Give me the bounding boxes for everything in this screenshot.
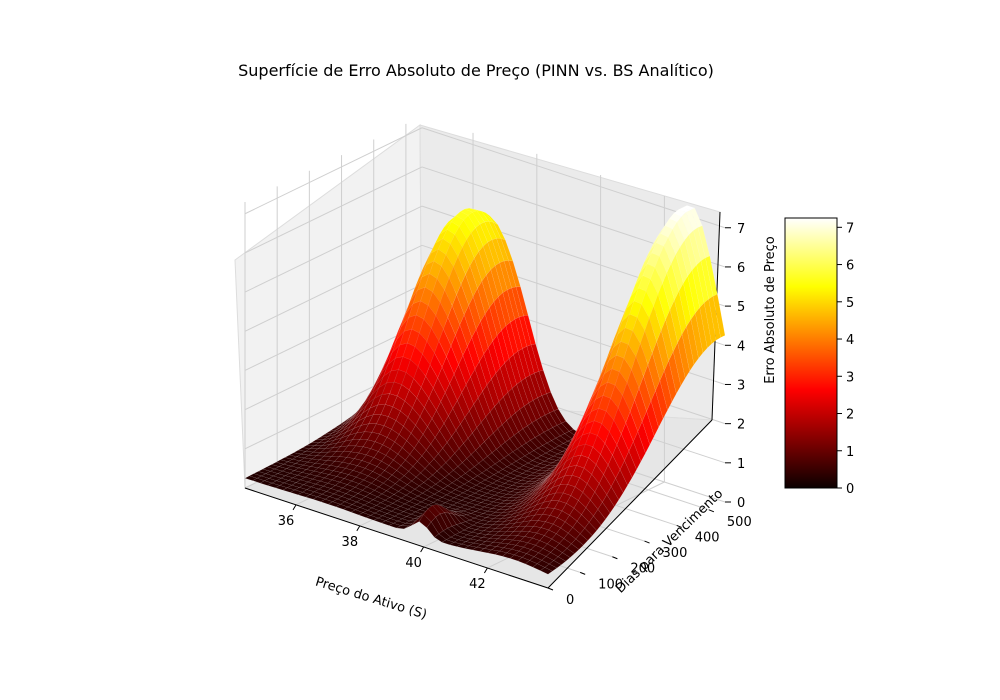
surface-cell (575, 533, 589, 546)
z-tick-label: 5 (737, 300, 745, 315)
y-tick-mark (579, 571, 586, 575)
grid-line-z (244, 205, 423, 293)
surface-cell (695, 307, 708, 354)
y-tick-label: 400 (695, 530, 720, 545)
surface-cell (637, 420, 651, 454)
y-tick-label: 300 (663, 546, 688, 561)
colorbar-tick-label: 5 (846, 296, 854, 311)
surface-cell (615, 469, 628, 494)
surface-cell (540, 567, 553, 575)
surface-cell (633, 431, 646, 462)
y-tick-label: 100 (598, 577, 623, 592)
z-tick-label: 2 (737, 418, 745, 433)
colorbar-tick-label: 4 (846, 333, 854, 348)
y-tick-mark (644, 540, 650, 544)
surface-cell (699, 302, 712, 349)
colorbar: 0 1 2 3 4 5 6 7 (784, 217, 854, 497)
colorbar-tick-label: 3 (846, 370, 854, 385)
surface-cell (553, 556, 567, 565)
surface-cell (690, 312, 704, 359)
y-tick-mark (547, 587, 554, 591)
surface-cell (646, 400, 659, 437)
y-axis-line (547, 419, 713, 589)
grid-line-z (244, 166, 423, 254)
x-tick-mark (356, 525, 361, 532)
x-tick-label: 42 (469, 577, 486, 592)
surface-cell (606, 486, 620, 507)
z-tick-label: 0 (737, 496, 745, 511)
z-tick-label: 3 (737, 378, 745, 393)
x-tick-mark (420, 546, 425, 553)
y-tick-label: 0 (566, 593, 574, 608)
grid-line-z (244, 244, 423, 332)
colorbar-tick-label: 1 (846, 445, 854, 460)
x-tick-label: 36 (278, 514, 295, 529)
x-tick-label: 40 (405, 556, 422, 571)
x-tick-mark (483, 567, 488, 574)
y-tick-mark (708, 509, 715, 513)
y-tick-mark (612, 556, 618, 560)
surface-cell (655, 379, 668, 420)
surface-cell (584, 521, 597, 536)
surface-cell (544, 563, 558, 572)
y-tick-label: 500 (727, 515, 752, 530)
x-axis-label: Preço do Ativo (S) (313, 575, 428, 623)
x-tick-label: 38 (342, 535, 359, 550)
surface-cell (571, 538, 584, 550)
grid-line-z (244, 127, 423, 215)
axis-ticks: 36 38 40 42 0 100 200 300 400 500 0 1 2 3 4 5 6 7 (278, 222, 752, 608)
error-surface (244, 205, 726, 575)
grid-line-z (421, 127, 726, 229)
surface-cell (557, 552, 571, 562)
surface-cell (708, 295, 721, 341)
surface-cell (703, 298, 717, 345)
surface-cell (588, 515, 602, 531)
surface-cell (668, 350, 682, 395)
surface-cell (664, 360, 677, 403)
y-tick-label: 200 (630, 562, 655, 577)
chart-title: Superfície de Erro Absoluto de Preço (PI… (238, 61, 714, 80)
surface-cell (566, 543, 580, 554)
z-tick-label: 7 (737, 222, 745, 237)
surface-cell (677, 333, 690, 379)
colorbar-gradient (784, 217, 838, 489)
x-axis-line (244, 487, 549, 589)
colorbar-tick-label: 7 (846, 221, 854, 236)
colorbar-tick-label: 0 (846, 482, 854, 497)
colorbar-tick-label: 6 (846, 259, 854, 274)
surface-cell (610, 477, 624, 501)
grid-line-z (244, 323, 423, 411)
z-tick-label: 1 (737, 457, 745, 472)
z-tick-label: 6 (737, 261, 745, 276)
z-tick-label: 4 (737, 339, 745, 354)
grid-line-z (244, 284, 423, 371)
x-tick-mark (292, 504, 297, 511)
surface-cell (602, 494, 615, 514)
y-tick-mark (676, 524, 682, 528)
z-axis-label: Erro Absoluto de Preço (763, 236, 778, 384)
colorbar-tick-label: 2 (846, 408, 854, 423)
